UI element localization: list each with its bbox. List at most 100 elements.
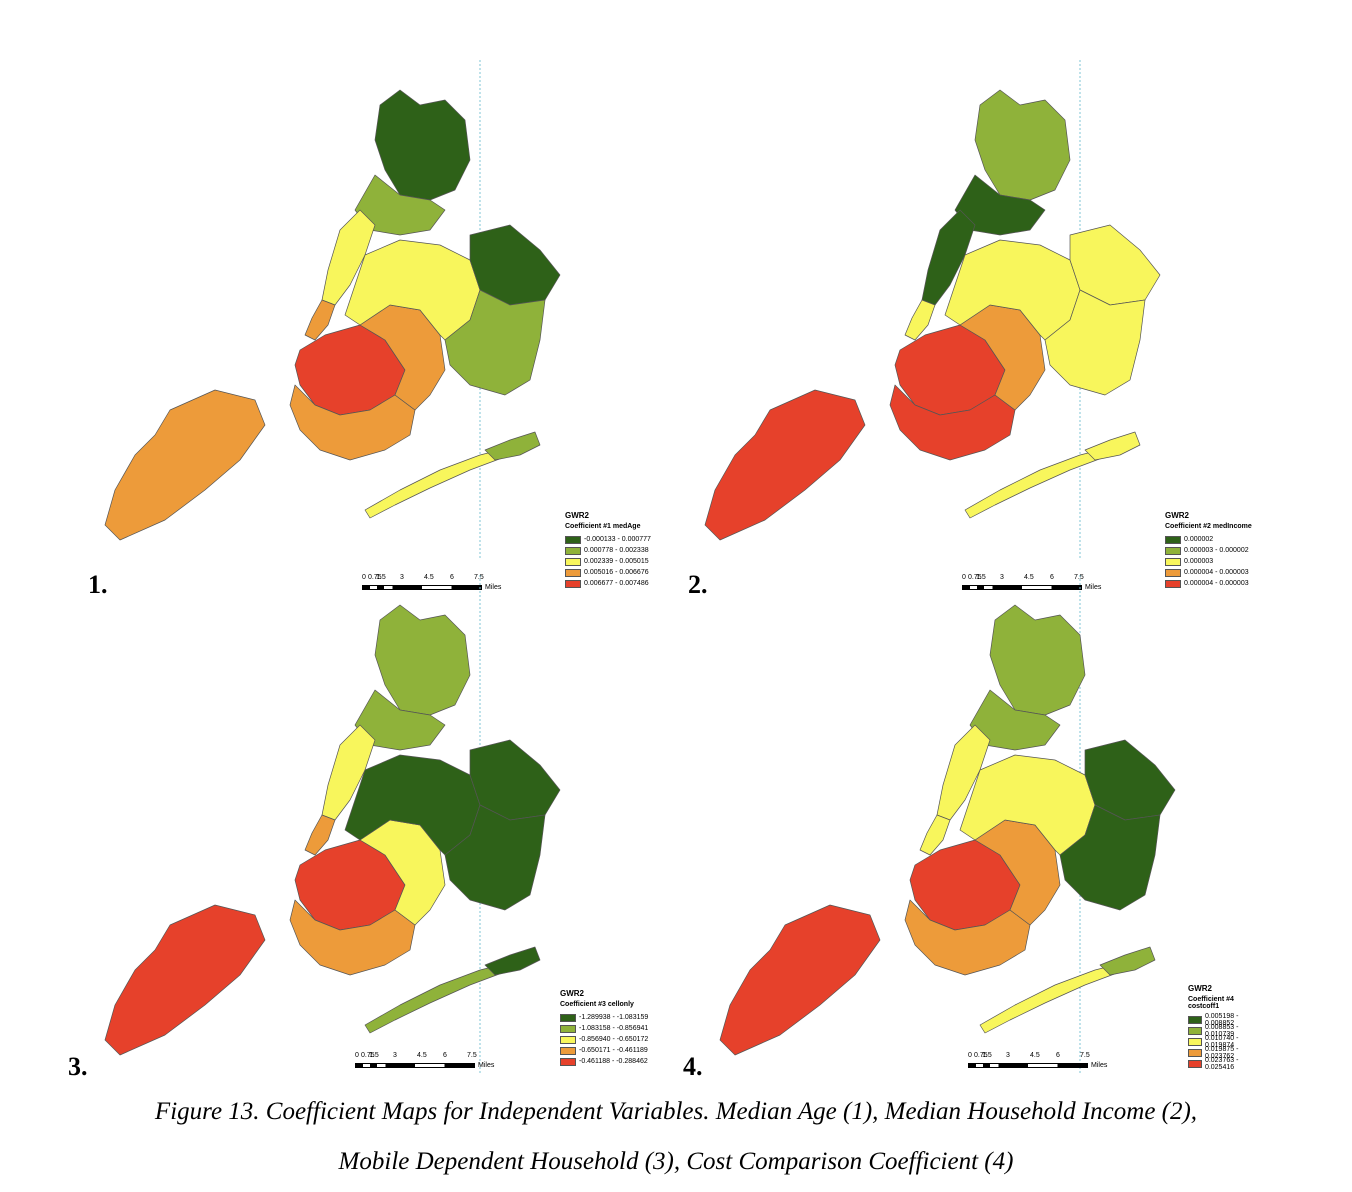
legend-swatch [565, 546, 581, 555]
scale-unit: Miles [1085, 584, 1102, 591]
legend-subtitle: Coefficient #3 cellonly [560, 1001, 634, 1008]
scale-tick-label: 6 [1050, 574, 1054, 581]
scale-tick-label: 0 [362, 574, 366, 581]
map-panel-2: 2. GWR2 Coefficient #2 medIncome 0.00000… [600, 50, 1260, 599]
scale-tick-label: 3 [400, 574, 404, 581]
bronx-north-region [974, 89, 1071, 201]
legend-title: GWR2 [565, 511, 589, 520]
legend-title: GWR2 [560, 989, 584, 998]
scale-tick-label: 3 [393, 1052, 397, 1059]
scale-bar-graphic [968, 1063, 1088, 1068]
legend-label: 0.023763 - 0.025416 [1204, 1056, 1239, 1071]
scale-tick-label: 0.75 [368, 574, 382, 581]
legend-label: 0.000004 - 0.000003 [1184, 569, 1249, 576]
queens-east-south-region [444, 804, 546, 911]
brooklyn-south-region [289, 384, 416, 461]
bronx-north-region [374, 604, 471, 716]
staten-island-region [719, 904, 881, 1056]
legend-label: -0.461188 - -0.288462 [579, 1058, 648, 1065]
legend-item: 0.000002 [1165, 534, 1252, 545]
staten-island-region [704, 389, 866, 541]
scale-tick-label: 0.75 [968, 574, 982, 581]
figure-caption-line-1: Figure 13. Coefficient Maps for Independ… [154, 1098, 1198, 1125]
legend-item: 0.002339 - 0.005015 [565, 556, 651, 567]
legend-swatch [1165, 568, 1181, 577]
legend-swatch [1165, 546, 1181, 555]
scale-tick-label: 4.5 [1030, 1052, 1040, 1059]
scale-tick-label: 6 [450, 574, 454, 581]
rockaway-tip-region [484, 946, 541, 976]
legend-swatch [560, 1024, 576, 1033]
scale-tick-label: 0.75 [361, 1052, 375, 1059]
rockaway-region [979, 964, 1118, 1034]
staten-island-region [104, 904, 266, 1056]
legend-label: 0.005198 - 0.008852 [1204, 1012, 1239, 1027]
legend-item: -0.000133 - 0.000777 [565, 534, 651, 545]
legend-swatch [1165, 535, 1181, 544]
legend-item: 0.000004 - 0.000003 [1165, 578, 1252, 589]
rockaway-region [364, 449, 503, 519]
scale-unit: Miles [1091, 1062, 1108, 1069]
manhattan-south-region [304, 299, 336, 341]
legend-item: 0.000003 [1165, 556, 1252, 567]
legend-label: -0.650171 - -0.461189 [579, 1047, 648, 1054]
map-panel-4: 4. GWR2 Coefficient #4 costcoff1 0.00519… [600, 565, 1260, 1105]
legend-label: 0.002339 - 0.005015 [584, 558, 649, 565]
legend-label: 0.000778 - 0.002338 [584, 547, 649, 554]
legend-label: -1.289938 - -1.083159 [579, 1014, 649, 1021]
legend-label: 0.010740 - 0.019874 [1204, 1034, 1239, 1049]
manhattan-north-region [321, 724, 376, 821]
legend-swatch [1188, 1048, 1202, 1057]
scale-bar: 0 0.75 1.5 3 4.5 6 7.5 Miles [362, 574, 512, 594]
scale-unit: Miles [478, 1062, 495, 1069]
scale-tick-label: 7.5 [467, 1052, 477, 1059]
legend-subtitle: Coefficient #1 medAge [565, 523, 641, 530]
bronx-north-region [989, 604, 1086, 716]
scale-tick-label: 6 [443, 1052, 447, 1059]
legend-swatch [560, 1057, 576, 1066]
scale-tick-label: 1.5 [376, 574, 386, 581]
legend-label: -0.856940 - -0.650172 [579, 1036, 649, 1043]
legend-title: GWR2 [1188, 984, 1212, 993]
scale-tick-label: 4.5 [424, 574, 434, 581]
legend: GWR2 Coefficient #1 medAge -0.000133 - 0… [565, 512, 651, 589]
manhattan-north-region [921, 209, 976, 306]
scale-bar: 0 0.75 1.5 3 4.5 6 7.5 Miles [968, 1052, 1118, 1072]
staten-island-region [104, 389, 266, 541]
legend-item: -0.650171 - -0.461189 [560, 1045, 648, 1056]
legend-label: 0.000003 - 0.000002 [1184, 547, 1249, 554]
scale-tick-label: 3 [1006, 1052, 1010, 1059]
legend-item: -1.289938 - -1.083159 [560, 1012, 648, 1023]
nyc-coefficient-map [104, 575, 561, 1075]
brooklyn-south-region [904, 899, 1031, 976]
legend-swatch [560, 1013, 576, 1022]
legend-swatch [1188, 1037, 1202, 1046]
rockaway-region [364, 964, 503, 1034]
brooklyn-south-region [289, 899, 416, 976]
scale-tick-label: 1.5 [982, 1052, 992, 1059]
nyc-coefficient-map [719, 575, 1176, 1075]
scale-tick-label: 1.5 [369, 1052, 379, 1059]
rockaway-tip-region [1084, 431, 1141, 461]
scale-bar: 0 0.75 1.5 3 4.5 6 7.5 Miles [355, 1052, 505, 1072]
manhattan-south-region [904, 299, 936, 341]
panel-number: 3. [68, 1052, 88, 1081]
legend-subtitle: Coefficient #4 costcoff1 [1188, 996, 1234, 1010]
scale-tick-label: 3 [1000, 574, 1004, 581]
legend-item: 0.006677 - 0.007486 [565, 578, 651, 589]
legend-swatch [1165, 579, 1181, 588]
legend-item: 0.000003 - 0.000002 [1165, 545, 1252, 556]
scale-tick-label: 6 [1056, 1052, 1060, 1059]
queens-east-south-region [444, 289, 546, 396]
legend-item: 0.000778 - 0.002338 [565, 545, 651, 556]
scale-tick-label: 7.5 [474, 574, 484, 581]
nyc-coefficient-map [104, 60, 561, 560]
manhattan-north-region [321, 209, 376, 306]
legend-label: 0.008853 - 0.010739 [1204, 1023, 1239, 1038]
legend-label: -0.000133 - 0.000777 [584, 536, 651, 543]
legend-item: 0.019875 - 0.023762 [1188, 1046, 1260, 1060]
scale-tick-label: 7.5 [1080, 1052, 1090, 1059]
scale-bar-graphic [962, 585, 1082, 590]
legend: GWR2 Coefficient #2 medIncome 0.000002 0.… [1165, 512, 1252, 589]
legend: GWR2 Coefficient #3 cellonly -1.289938 -… [560, 990, 648, 1067]
